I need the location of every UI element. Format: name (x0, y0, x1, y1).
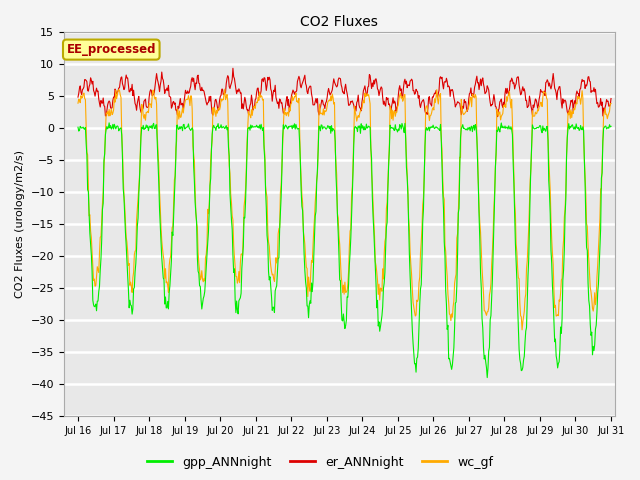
er_ANNnight (139, 107, 147, 112)
wc_gf (139, 105, 147, 110)
Title: CO2 Fluxes: CO2 Fluxes (300, 15, 378, 29)
er_ANNnight (410, 88, 418, 94)
wc_gf (84, 152, 92, 157)
er_ANNnight (221, 90, 228, 96)
wc_gf (221, 86, 228, 92)
Text: EE_processed: EE_processed (67, 43, 156, 56)
gpp_ANNnight (221, 124, 229, 130)
Y-axis label: CO2 Fluxes (urology/m2/s): CO2 Fluxes (urology/m2/s) (15, 150, 25, 298)
Line: gpp_ANNnight: gpp_ANNnight (78, 123, 611, 378)
gpp_ANNnight (193, 254, 201, 260)
wc_gf (193, 221, 200, 227)
Line: er_ANNnight: er_ANNnight (78, 68, 611, 117)
gpp_ANNnight (140, 122, 147, 128)
wc_gf (607, 101, 615, 107)
Line: wc_gf: wc_gf (78, 89, 611, 330)
gpp_ANNnight (607, 123, 615, 129)
er_ANNnight (607, 96, 615, 101)
er_ANNnight (84, 87, 92, 93)
er_ANNnight (493, 114, 501, 120)
gpp_ANNnight (410, 350, 418, 356)
wc_gf (221, 97, 229, 103)
wc_gf (410, 305, 418, 311)
er_ANNnight (193, 81, 200, 86)
gpp_ANNnight (84, 187, 92, 192)
gpp_ANNnight (74, 124, 82, 130)
er_ANNnight (74, 94, 82, 100)
er_ANNnight (426, 94, 433, 99)
wc_gf (518, 327, 526, 333)
wc_gf (426, 118, 433, 123)
gpp_ANNnight (426, 128, 433, 134)
Legend: gpp_ANNnight, er_ANNnight, wc_gf: gpp_ANNnight, er_ANNnight, wc_gf (142, 451, 498, 474)
gpp_ANNnight (106, 120, 113, 126)
gpp_ANNnight (483, 375, 491, 381)
er_ANNnight (229, 65, 237, 71)
wc_gf (74, 100, 82, 106)
